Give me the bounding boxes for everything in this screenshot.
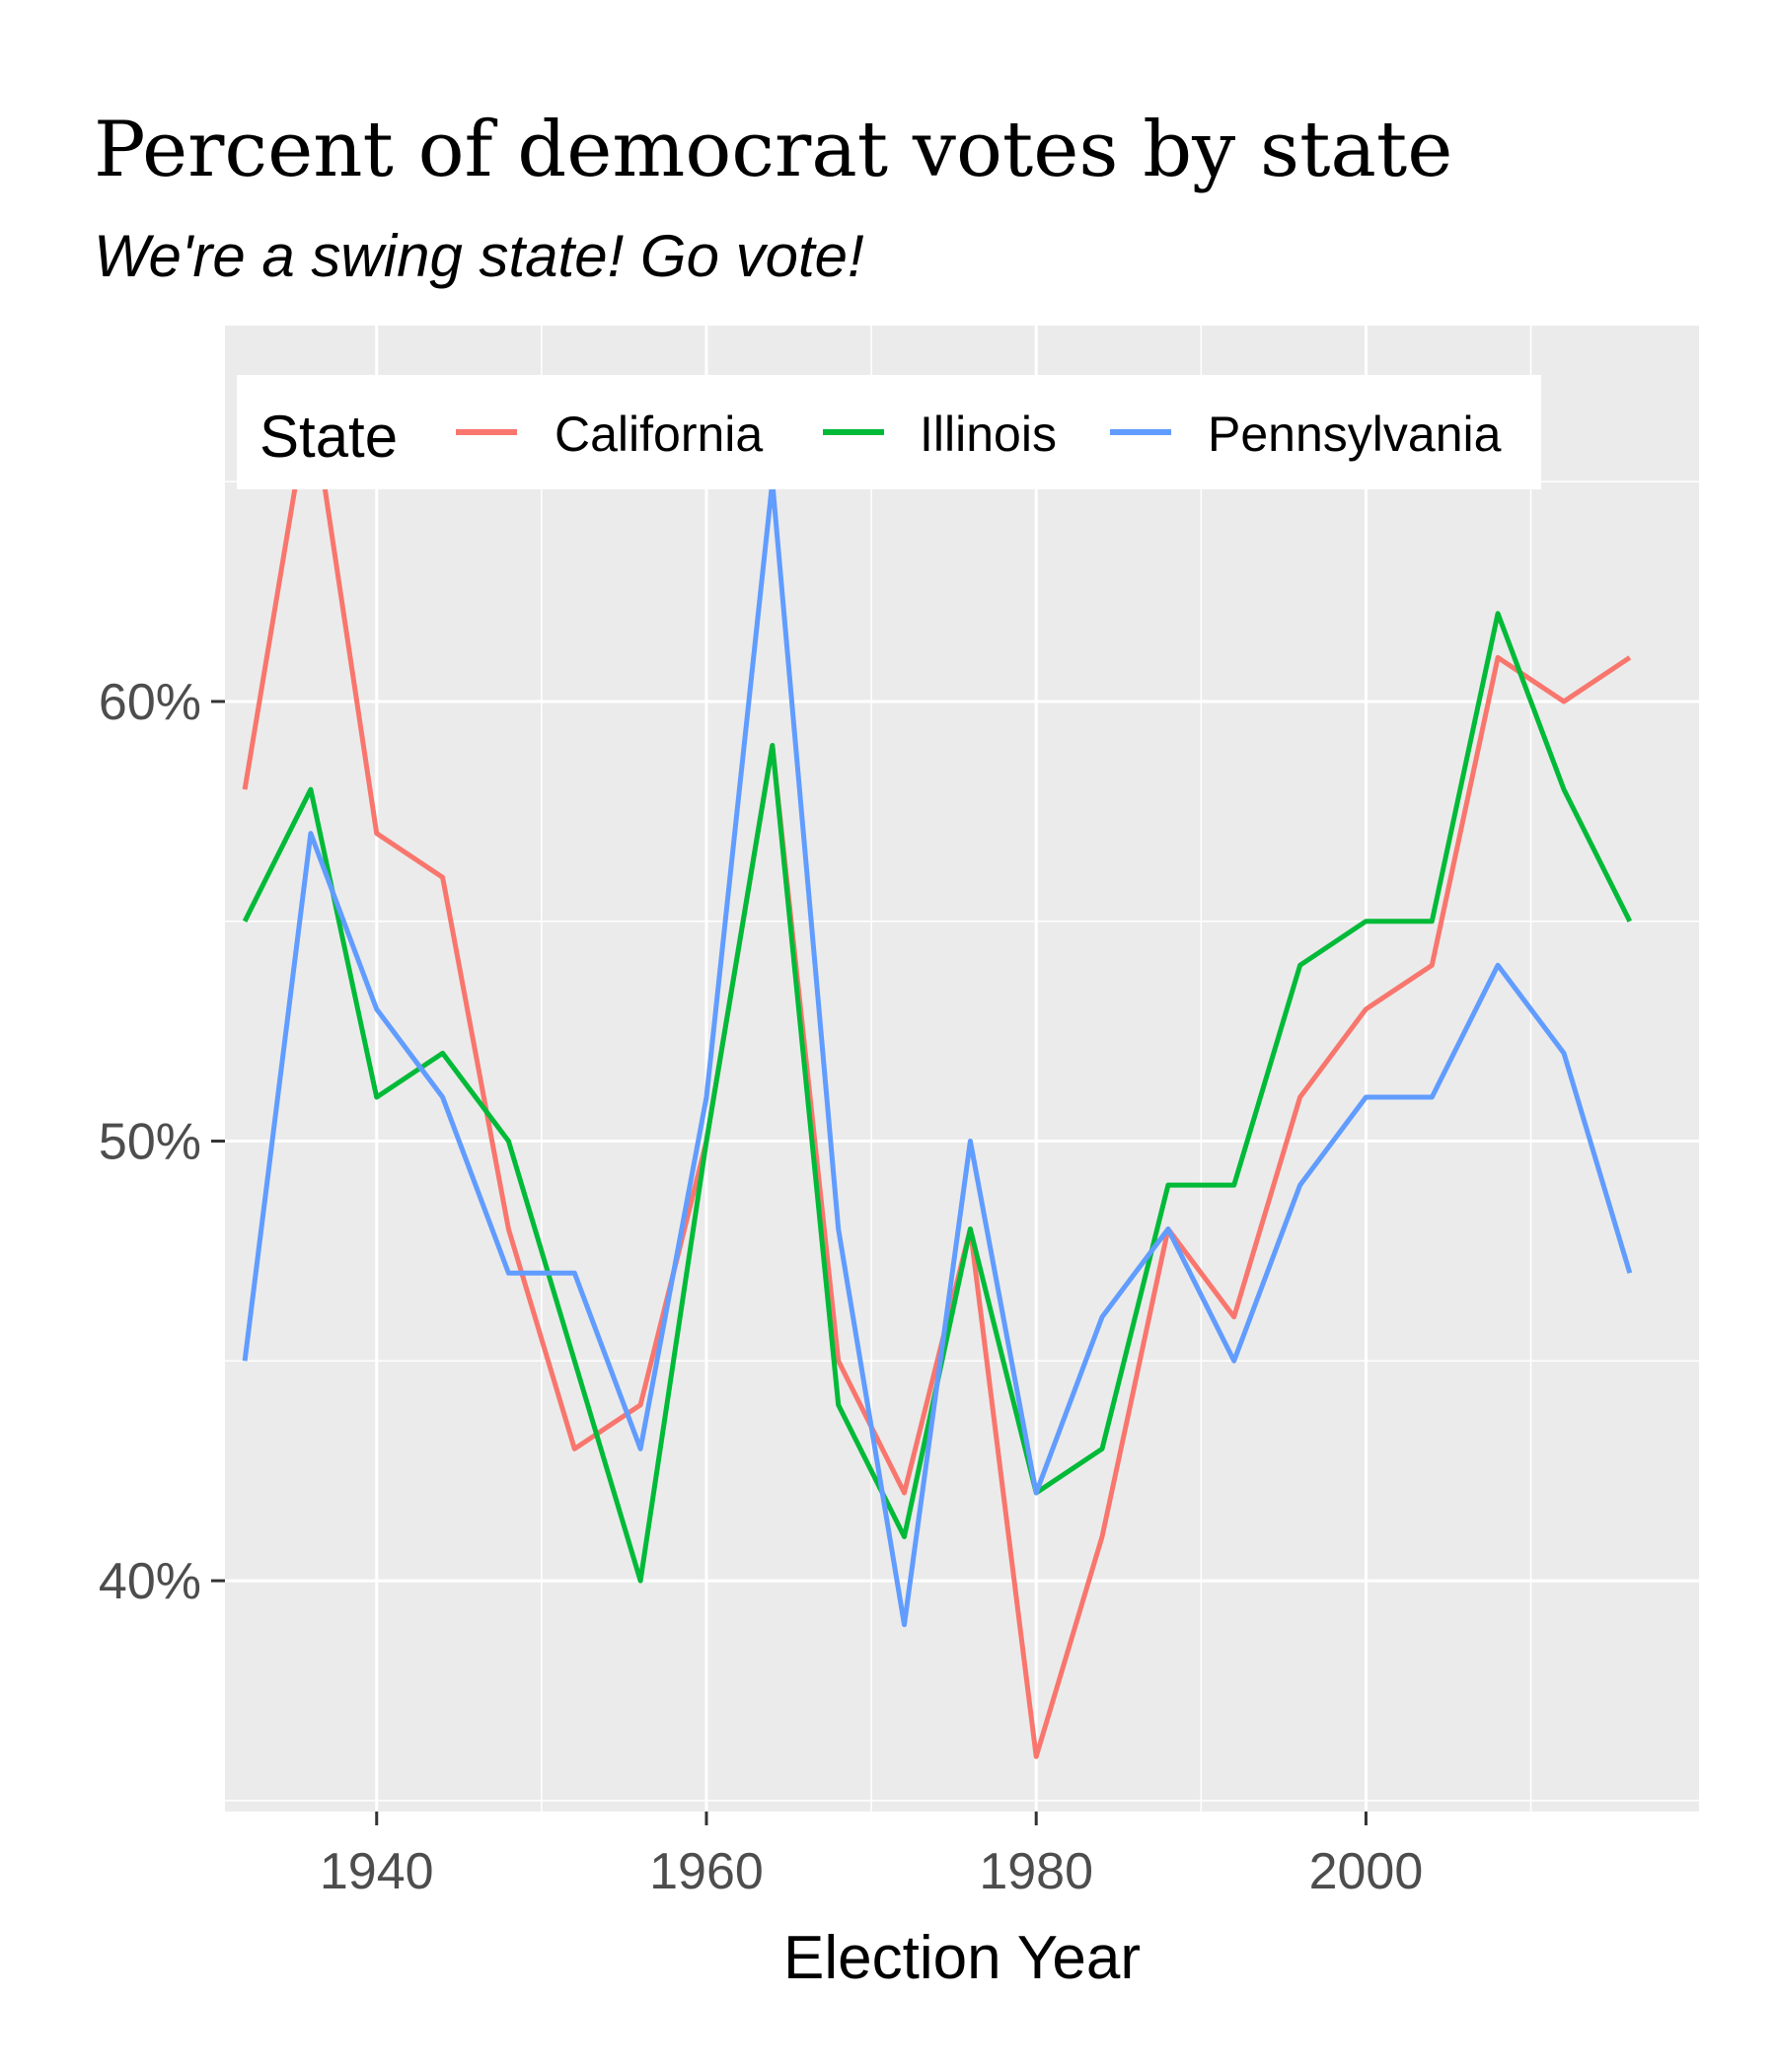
legend-keys: California Illinois Pennsylvania [456,407,1502,462]
x-tick-label: 1940 [320,1843,434,1900]
legend: State California Illinois Pennsylvania [237,375,1541,489]
axis-ticks [211,700,1368,1825]
x-tick-label: 1980 [979,1843,1093,1900]
x-tick-label: 2000 [1309,1843,1424,1900]
legend-background [237,375,1541,489]
plot-panel [225,326,1699,1812]
legend-label-pennsylvania: Pennsylvania [1208,407,1502,462]
series-line-california [242,391,1632,1759]
legend-title: State [259,404,398,470]
x-tick-label: 1960 [649,1843,764,1900]
y-tick-label: 40% [99,1553,201,1610]
chart-subtitle: We're a swing state! Go vote! [94,223,864,289]
chart-title: Percent of democrat votes by state [94,106,1452,194]
series-lines [242,391,1633,1759]
x-axis-title: Election Year [783,1924,1141,1992]
minor-gridlines [225,326,1699,1812]
legend-label-california: California [555,407,763,462]
y-tick-label: 60% [99,674,201,731]
legend-label-illinois: Illinois [920,407,1057,462]
y-tick-label: 50% [99,1114,201,1171]
major-gridlines [225,326,1699,1812]
tick-labels: 1940 1960 1980 2000 40% 50% 60% [99,674,1423,1900]
series-line-pennsylvania [242,479,1633,1628]
